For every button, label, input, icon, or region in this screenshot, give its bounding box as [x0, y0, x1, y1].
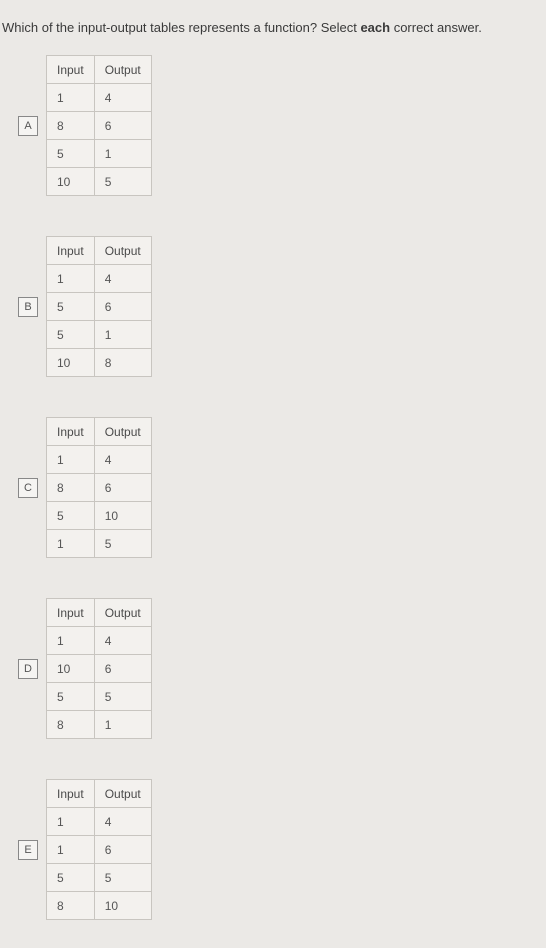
header-output: Output	[94, 418, 151, 446]
option-label-a: A	[18, 116, 38, 136]
option-b[interactable]: B InputOutput 14 56 51 108	[18, 236, 546, 377]
header-input: Input	[47, 599, 95, 627]
table-row: 14	[47, 446, 152, 474]
table-row: 810	[47, 892, 152, 920]
header-output: Output	[94, 56, 151, 84]
table-b: InputOutput 14 56 51 108	[46, 236, 152, 377]
table-row: 105	[47, 168, 152, 196]
table-row: 14	[47, 265, 152, 293]
header-output: Output	[94, 780, 151, 808]
table-row: 86	[47, 112, 152, 140]
table-row: 14	[47, 627, 152, 655]
option-label-e: E	[18, 840, 38, 860]
table-row: 16	[47, 836, 152, 864]
table-row: 51	[47, 321, 152, 349]
option-label-d: D	[18, 659, 38, 679]
table-row: 55	[47, 864, 152, 892]
table-e: InputOutput 14 16 55 810	[46, 779, 152, 920]
table-a: InputOutput 14 86 51 105	[46, 55, 152, 196]
table-row: 510	[47, 502, 152, 530]
table-d: InputOutput 14 106 55 81	[46, 598, 152, 739]
header-input: Input	[47, 418, 95, 446]
table-row: 108	[47, 349, 152, 377]
question-prefix: Which of the input-output tables represe…	[2, 20, 360, 35]
option-a[interactable]: A InputOutput 14 86 51 105	[18, 55, 546, 196]
table-row: 106	[47, 655, 152, 683]
option-label-c: C	[18, 478, 38, 498]
table-row: 86	[47, 474, 152, 502]
question-text: Which of the input-output tables represe…	[0, 20, 546, 55]
question-emphasis: each	[360, 20, 390, 35]
header-output: Output	[94, 599, 151, 627]
header-input: Input	[47, 237, 95, 265]
option-c[interactable]: C InputOutput 14 86 510 15	[18, 417, 546, 558]
table-row: 56	[47, 293, 152, 321]
header-output: Output	[94, 237, 151, 265]
table-row: 14	[47, 84, 152, 112]
table-row: 55	[47, 683, 152, 711]
option-label-b: B	[18, 297, 38, 317]
table-row: 81	[47, 711, 152, 739]
option-d[interactable]: D InputOutput 14 106 55 81	[18, 598, 546, 739]
table-row: 15	[47, 530, 152, 558]
question-suffix: correct answer.	[390, 20, 482, 35]
header-input: Input	[47, 56, 95, 84]
table-row: 14	[47, 808, 152, 836]
table-row: 51	[47, 140, 152, 168]
option-e[interactable]: E InputOutput 14 16 55 810	[18, 779, 546, 920]
table-c: InputOutput 14 86 510 15	[46, 417, 152, 558]
header-input: Input	[47, 780, 95, 808]
